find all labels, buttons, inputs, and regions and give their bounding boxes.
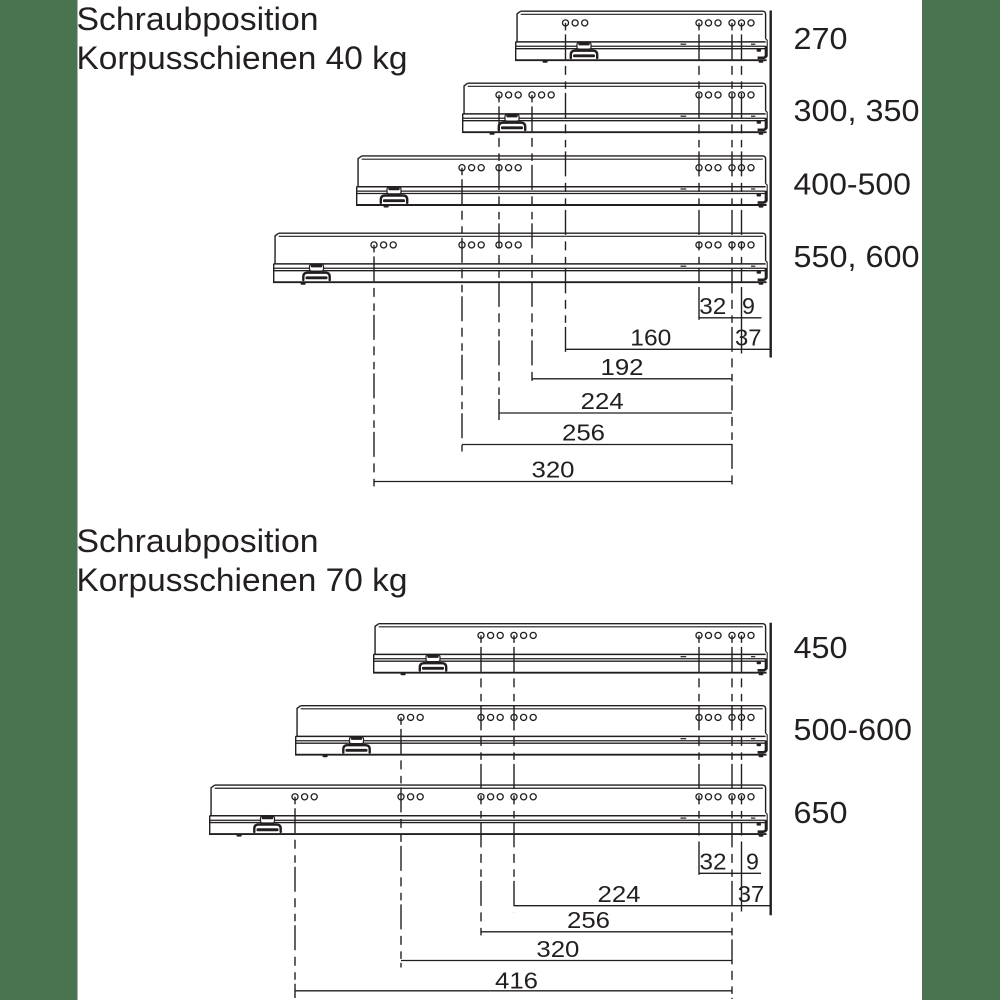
svg-text:9: 9 [746, 849, 759, 875]
svg-text:224: 224 [581, 388, 624, 414]
svg-text:32: 32 [699, 293, 726, 319]
svg-text:400-500: 400-500 [794, 167, 912, 202]
svg-text:37: 37 [738, 881, 765, 907]
svg-text:192: 192 [601, 354, 644, 380]
svg-text:Korpusschienen 70 kg: Korpusschienen 70 kg [77, 562, 408, 598]
svg-text:37: 37 [735, 325, 762, 351]
svg-text:450: 450 [794, 630, 848, 665]
svg-text:Schraubposition: Schraubposition [77, 523, 319, 559]
svg-text:9: 9 [742, 293, 755, 319]
svg-text:224: 224 [598, 881, 641, 907]
svg-text:650: 650 [794, 795, 848, 830]
svg-text:160: 160 [630, 325, 671, 351]
svg-text:256: 256 [562, 420, 605, 446]
svg-text:500-600: 500-600 [794, 712, 913, 747]
svg-text:Korpusschienen 40 kg: Korpusschienen 40 kg [77, 40, 408, 76]
svg-text:550, 600: 550, 600 [794, 239, 920, 274]
svg-text:300, 350: 300, 350 [794, 93, 920, 128]
svg-text:416: 416 [495, 967, 538, 993]
svg-text:320: 320 [536, 936, 579, 962]
svg-text:32: 32 [700, 849, 727, 875]
svg-text:270: 270 [794, 21, 848, 56]
svg-text:Schraubposition: Schraubposition [77, 1, 319, 37]
svg-text:256: 256 [567, 907, 610, 933]
svg-text:320: 320 [532, 457, 575, 483]
